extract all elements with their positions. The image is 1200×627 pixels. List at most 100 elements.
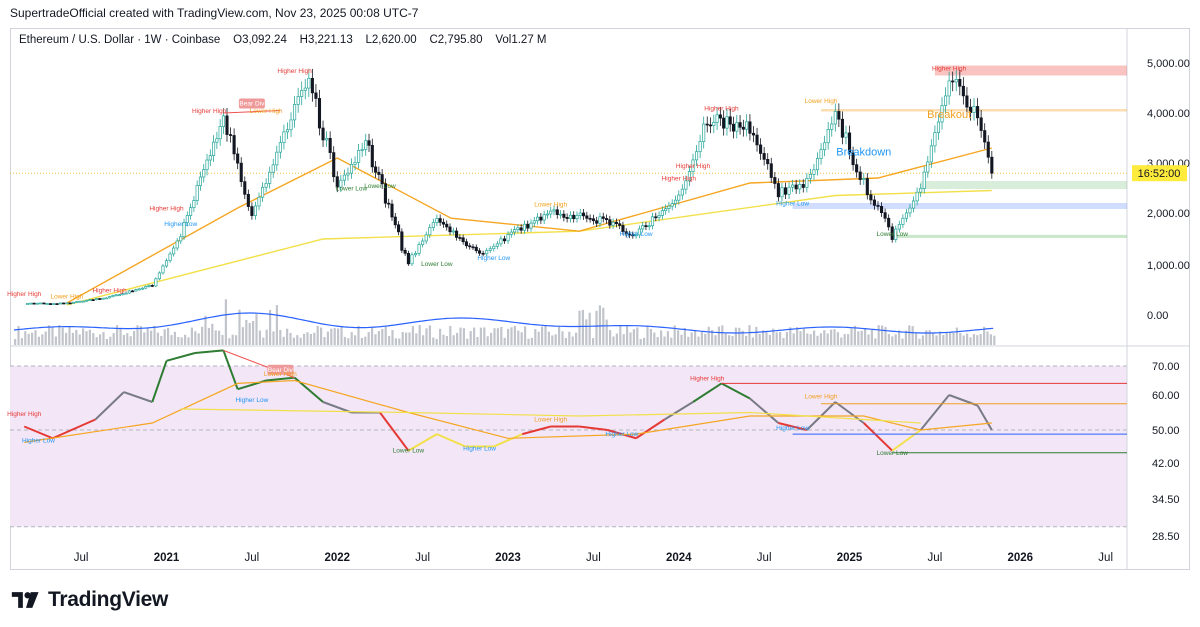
volume-bar — [711, 330, 714, 345]
volume-bar — [632, 329, 635, 345]
volume-bar — [639, 338, 642, 345]
chart-annotation-label: Higher Low — [235, 397, 268, 404]
candle-body — [349, 163, 354, 174]
candle-body — [250, 206, 254, 216]
volume-bar — [163, 329, 166, 345]
price-axis-tick: 5,000.00 — [1147, 58, 1190, 70]
chart-annotation-label: Lower Low — [421, 261, 453, 268]
candle-body — [117, 294, 122, 297]
candle-body — [421, 240, 425, 245]
candle-body — [189, 207, 193, 216]
candle-body — [759, 144, 763, 154]
volume-bar — [588, 312, 591, 345]
candle-body — [539, 216, 543, 221]
candle-body — [212, 141, 216, 157]
volume-bar — [95, 337, 98, 345]
volume-bar — [275, 305, 278, 345]
candle-body — [390, 203, 394, 218]
candle-body — [976, 106, 980, 119]
volume-bar — [78, 334, 81, 345]
candle-body — [471, 246, 475, 249]
candle-body — [441, 221, 445, 225]
volume-bar — [881, 325, 884, 345]
volume-bar — [925, 330, 928, 345]
volume-bar — [775, 332, 778, 345]
volume-bar — [619, 325, 622, 345]
volume-bar — [666, 331, 669, 345]
volume-bar — [724, 333, 727, 345]
rsi-line-segment — [436, 433, 466, 448]
volume-bar — [143, 332, 146, 345]
tradingview-brand[interactable]: TradingView — [10, 588, 168, 612]
volume-bar — [935, 335, 938, 345]
volume-bar — [160, 335, 163, 345]
legend-low: L2,620.00 — [365, 34, 417, 46]
candle-body — [691, 159, 695, 172]
candle-body — [431, 222, 435, 228]
candle-body — [840, 118, 844, 138]
candle-body — [769, 163, 773, 178]
candle-body — [926, 161, 930, 173]
candle-body — [410, 254, 414, 265]
candle-body — [32, 302, 36, 305]
volume-bar — [167, 327, 170, 345]
chart-caption: SupertradeOfficial created with TradingV… — [10, 6, 419, 20]
candle-body — [695, 151, 699, 161]
rsi-line-segment — [976, 404, 993, 431]
legend-high: H3,221.13 — [299, 34, 353, 46]
candle-body — [114, 294, 118, 297]
candle-body — [568, 214, 572, 219]
volume-bar — [357, 325, 360, 345]
volume-bar — [24, 331, 27, 345]
volume-bar — [466, 338, 469, 345]
rsi-line-segment — [891, 429, 922, 452]
candle-body — [552, 209, 556, 212]
candle-body — [908, 207, 912, 214]
candle-body — [303, 87, 307, 91]
time-axis-tick: 2021 — [154, 552, 180, 564]
rsi-axis-tick: 60.00 — [1152, 390, 1180, 402]
price-zone — [920, 181, 1127, 189]
candle-body — [529, 222, 533, 229]
candle-body — [958, 79, 962, 87]
chart-annotation-label: Bear Div — [268, 367, 294, 374]
volume-bar — [622, 334, 625, 345]
volume-bar — [581, 309, 584, 345]
volume-bar — [809, 334, 812, 345]
candle-body — [647, 225, 651, 228]
rsi-line-segment — [222, 350, 239, 390]
candle-body — [947, 80, 951, 97]
volume-bar — [333, 328, 336, 345]
legend-open: O3,092.24 — [233, 34, 287, 46]
volume-bar — [337, 328, 340, 345]
volume-bar — [683, 327, 686, 345]
volume-bar — [707, 326, 710, 345]
candle-body — [555, 209, 559, 215]
candle-body — [403, 249, 407, 254]
volume-bar — [258, 330, 261, 345]
candle-body — [657, 215, 661, 218]
candle-body — [912, 200, 916, 209]
candle-body — [745, 121, 749, 130]
candle-body — [624, 231, 628, 235]
volume-bar — [469, 331, 472, 345]
volume-bar — [503, 337, 506, 345]
candle-body — [904, 212, 908, 219]
candle-body — [310, 77, 314, 94]
last-price-label: 16:52:00 — [1138, 168, 1181, 180]
candle-body — [865, 178, 869, 196]
chart-annotation-label: Higher Low — [776, 201, 809, 208]
volume-bar — [891, 336, 894, 345]
volume-bar — [734, 327, 737, 345]
volume-bar — [904, 330, 907, 345]
legend-volume: Vol1.27 M — [495, 34, 547, 46]
candle-body — [157, 272, 161, 280]
volume-bar — [292, 337, 295, 345]
volume-bar — [330, 328, 333, 345]
volume-bar — [490, 332, 493, 345]
candle-body — [39, 302, 43, 305]
volume-bar — [371, 326, 374, 345]
volume-bar — [993, 335, 996, 345]
chart-annotation-label: Higher High — [7, 291, 42, 298]
